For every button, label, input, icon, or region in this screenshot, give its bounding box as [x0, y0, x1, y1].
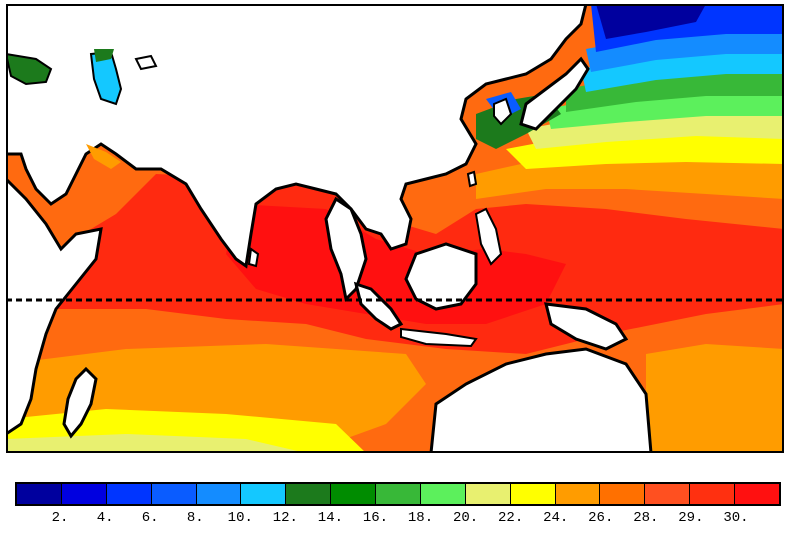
legend-swatch — [465, 484, 511, 504]
land-madagascar — [62, 366, 98, 439]
legend-tick-label: 29. — [678, 510, 704, 526]
color-legend-bar — [15, 482, 781, 506]
land-taiwan — [466, 170, 478, 188]
legend-swatch — [151, 484, 197, 504]
legend-tick-label: 2. — [51, 510, 69, 526]
map-border — [6, 4, 784, 453]
hot-core-region — [226, 204, 566, 324]
legend-tick-label: 30. — [723, 510, 749, 526]
legend-tick-label: 18. — [407, 510, 434, 526]
gulf-water — [86, 144, 121, 169]
legend-swatch — [645, 484, 691, 504]
legend-swatch — [420, 484, 466, 504]
legend-tick-label: 8. — [186, 510, 204, 526]
band-22-south — [6, 434, 306, 453]
legend-tick-label: 28. — [633, 510, 659, 526]
legend-tick-label: 14. — [317, 510, 344, 526]
legend-swatch — [196, 484, 242, 504]
band-2-north — [596, 4, 706, 39]
land-sri-lanka — [247, 247, 260, 268]
legend-tick-label: 10. — [227, 510, 253, 526]
aral-sea-green — [94, 49, 114, 62]
land-australia — [429, 347, 653, 453]
legend-swatch — [376, 484, 421, 504]
legend-tick-label: 16. — [362, 510, 389, 526]
land-sumatra — [353, 281, 404, 331]
legend-swatch — [17, 484, 62, 504]
land-philippines — [474, 207, 503, 266]
legend-swatch — [510, 484, 556, 504]
land-malay-peninsula — [324, 196, 368, 303]
legend-swatch — [331, 484, 376, 504]
legend-tick-label: 12. — [272, 510, 298, 526]
legend-swatch — [61, 484, 107, 504]
legend-tick-label: 4. — [96, 510, 114, 526]
legend-tick-label: 22. — [498, 510, 524, 526]
sst-map-canvas — [6, 4, 784, 453]
legend-tick-label: 20. — [452, 510, 479, 526]
band-26-southeast — [646, 344, 784, 453]
legend-tick-label: 24. — [543, 510, 569, 526]
legend-swatch — [690, 484, 735, 504]
legend-tick-label: 26. — [588, 510, 614, 526]
land-new-guinea — [544, 302, 629, 351]
legend-tick-label: 6. — [141, 510, 159, 526]
legend-swatch — [106, 484, 152, 504]
land-borneo — [404, 242, 478, 311]
lake-small — [134, 54, 158, 71]
land-java — [400, 327, 478, 348]
legend-swatch — [286, 484, 332, 504]
legend-swatch — [735, 484, 779, 504]
legend-swatch — [600, 484, 646, 504]
color-legend-labels: 2. 4. 6. 8. 10. 12. 14. 16. 18. 20. 22. 24. 26. 28. 29… — [15, 510, 781, 530]
legend-swatch — [241, 484, 287, 504]
land-africa — [6, 176, 103, 436]
sst-map — [6, 4, 784, 453]
legend-swatch — [555, 484, 601, 504]
land-japan — [519, 56, 590, 131]
caspian-sea — [6, 52, 53, 86]
land-asia — [6, 4, 588, 269]
land-korea — [493, 97, 513, 126]
